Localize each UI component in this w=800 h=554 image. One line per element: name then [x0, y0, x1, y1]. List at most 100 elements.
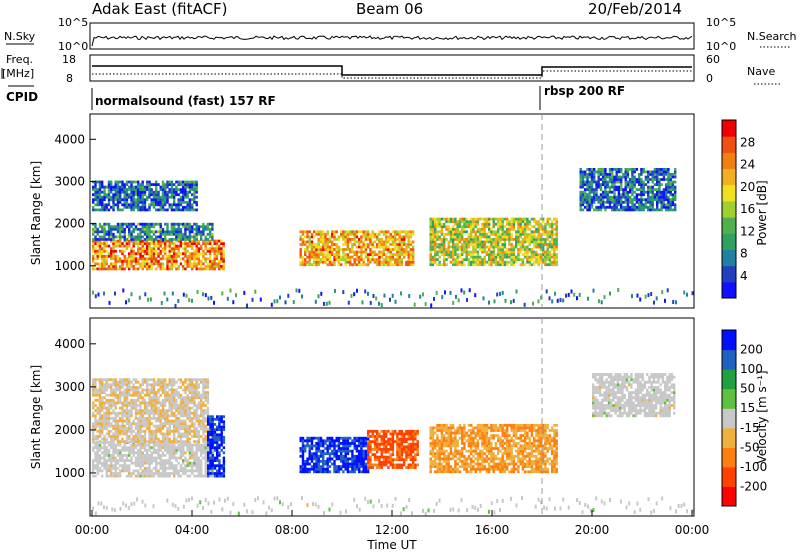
heatmap-cell — [143, 424, 147, 428]
heatmap-cell — [197, 406, 201, 410]
heatmap-cell — [510, 255, 513, 259]
heatmap-cell — [494, 255, 498, 259]
heatmap-cell — [218, 244, 221, 248]
heatmap-cell — [164, 380, 167, 384]
heatmap-cell — [137, 208, 140, 212]
heatmap-cell — [188, 443, 192, 447]
heatmap-cell — [624, 198, 627, 202]
heatmap-cell — [186, 406, 189, 410]
heatmap-cell — [436, 238, 439, 241]
heatmap-cell — [103, 427, 106, 431]
heatmap-cell — [168, 188, 171, 191]
heatmap-cell — [476, 235, 480, 239]
heatmap-cell — [146, 265, 149, 268]
heatmap-cell — [537, 235, 540, 239]
heatmap-cell — [107, 227, 111, 231]
heatmap-cell — [188, 222, 192, 226]
heatmap-cell — [615, 180, 618, 184]
heatmap-cell — [128, 437, 131, 441]
heatmap-cell — [476, 255, 480, 259]
heatmap-cell — [385, 253, 388, 256]
heatmap-cell — [150, 183, 153, 186]
heatmap-cell — [141, 200, 144, 204]
heatmap-cell — [150, 200, 153, 204]
heatmap-cell — [141, 380, 144, 384]
heatmap-cell — [472, 243, 475, 246]
heatmap-cell — [161, 451, 165, 455]
heatmap-cell — [94, 474, 97, 478]
heatmap-cell — [544, 243, 547, 246]
heatmap-cell — [186, 262, 189, 266]
heatmap-cell — [544, 263, 547, 267]
heatmap-cell — [590, 183, 594, 186]
heatmap-cell — [121, 440, 124, 443]
heatmap-cell — [611, 198, 614, 202]
heatmap-cell — [438, 235, 441, 239]
heatmap-cell — [139, 409, 142, 413]
heatmap-cell — [581, 193, 585, 197]
heatmap-cell — [510, 217, 513, 221]
heatmap-cell — [132, 230, 135, 234]
colorbar-swatch — [722, 200, 736, 218]
heatmap-cell — [161, 247, 165, 251]
heatmap-cell — [403, 243, 406, 246]
heatmap-cell — [112, 456, 115, 460]
heatmap-cell — [110, 398, 113, 402]
heatmap-cell — [105, 380, 108, 384]
heatmap-cell — [555, 235, 558, 239]
heatmap-cell — [159, 393, 162, 397]
heatmap-cell — [355, 253, 359, 256]
heatmap-cell — [454, 248, 457, 251]
heatmap-cell — [387, 240, 390, 244]
heatmap-cell — [137, 448, 140, 452]
heatmap-cell — [660, 183, 663, 186]
heatmap-cell — [517, 217, 520, 221]
heatmap-cell — [146, 259, 149, 263]
heatmap-cell — [429, 258, 432, 261]
heatmap-cell — [182, 469, 185, 473]
heatmap-cell — [188, 446, 192, 450]
heatmap-cell — [150, 417, 153, 420]
heatmap-cell — [137, 380, 140, 384]
heatmap-cell — [103, 185, 106, 189]
heatmap-cell — [671, 183, 675, 186]
heatmap-cell — [173, 429, 176, 433]
heatmap-cell — [631, 175, 634, 179]
heatmap-cell — [346, 248, 350, 251]
heatmap-cell — [651, 188, 654, 191]
heatmap-cell — [367, 235, 370, 239]
heatmap-cell — [546, 230, 549, 234]
heatmap-cell — [143, 466, 147, 470]
heatmap-cell — [98, 432, 102, 436]
heatmap-cell — [170, 404, 174, 407]
heatmap-cell — [146, 388, 149, 392]
heatmap-cell — [503, 230, 507, 234]
heatmap-cell — [143, 222, 147, 226]
heatmap-cell — [139, 227, 142, 231]
heatmap-cell — [155, 429, 158, 433]
heatmap-cell — [143, 461, 147, 465]
heatmap-cell — [103, 230, 106, 234]
heatmap-cell — [479, 217, 482, 221]
heatmap-cell — [638, 188, 641, 191]
heatmap-cell — [599, 208, 603, 212]
heatmap-cell — [134, 205, 138, 209]
heatmap-cell — [304, 235, 307, 239]
heatmap-cell — [155, 235, 158, 239]
heatmap-cell — [521, 258, 525, 261]
heatmap-cell — [168, 459, 171, 462]
heatmap-cell — [107, 432, 111, 436]
heatmap-cell — [157, 265, 160, 268]
heatmap-cell — [553, 240, 556, 244]
heatmap-cell — [116, 195, 120, 199]
heatmap-cell — [170, 378, 174, 382]
heatmap-cell — [92, 448, 95, 452]
heatmap-cell — [121, 190, 124, 194]
heatmap-cell — [114, 235, 117, 239]
heatmap-cell — [157, 259, 160, 263]
heatmap-cell — [328, 258, 332, 261]
heatmap-cell — [382, 258, 386, 261]
heatmap-cell — [391, 293, 394, 298]
heatmap-cell — [177, 227, 180, 231]
heatmap-cell — [159, 378, 162, 382]
